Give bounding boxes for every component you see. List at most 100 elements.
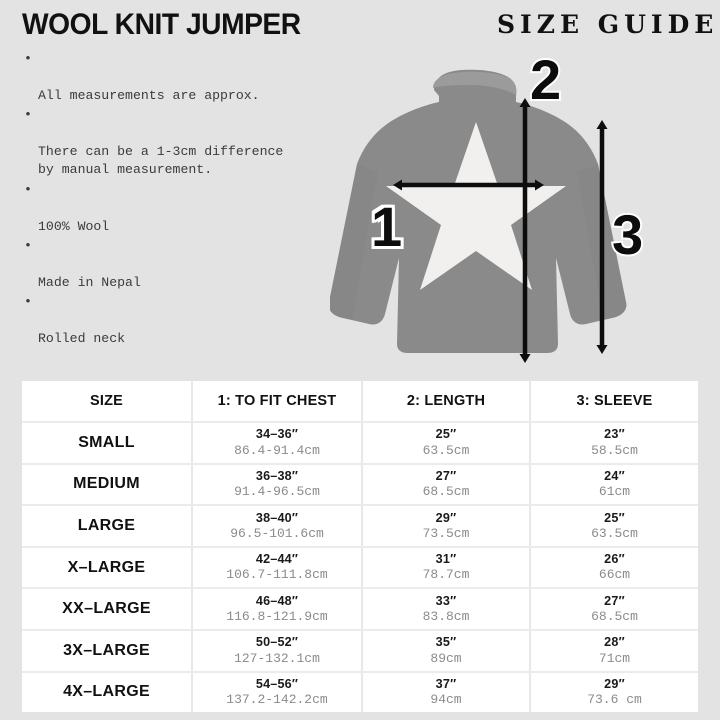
value-cm: 63.5cm: [422, 442, 470, 458]
value-cm: 94cm: [430, 692, 462, 708]
cell-size: SMALL: [22, 422, 193, 465]
cell-size: X–LARGE: [22, 546, 193, 590]
cell-length: 37″ 94cm: [362, 671, 531, 713]
cell-length: 31″ 78.7cm: [362, 546, 531, 590]
dimension-label-length: 2: [528, 48, 563, 111]
value-cm: 86.4-91.4cm: [234, 442, 320, 458]
cell-length: 25″ 63.5cm: [362, 422, 531, 465]
cell-sleeve: 24″ 61cm: [530, 463, 698, 507]
value-inch: 31″: [435, 552, 457, 567]
value-inch: 25″: [604, 510, 625, 525]
page-title: WOOL KNIT JUMPER: [22, 8, 301, 41]
value-inch: 36–38″: [255, 468, 299, 483]
value-cm: 106.7-111.8cm: [226, 567, 328, 583]
value-inch: 42–44″: [255, 552, 299, 567]
value-inch: 35″: [435, 635, 457, 650]
bullet-icon: •: [24, 181, 32, 197]
value-cm: 58.5cm: [591, 442, 638, 458]
product-info-block: WOOL KNIT JUMPER • All measurements are …: [22, 8, 352, 350]
size-chart-table: SIZE 1: TO FIT CHEST 2: LENGTH 3: SLEEVE…: [22, 381, 698, 713]
list-item-label: Rolled neck: [38, 331, 126, 347]
jumper-diagram: 1 2 3: [330, 48, 690, 372]
column-header-chest: 1: TO FIT CHEST: [192, 381, 363, 423]
cell-size: 3X–LARGE: [22, 629, 193, 673]
value-inch: 33″: [435, 593, 457, 608]
value-cm: 78.7cm: [422, 567, 470, 583]
cell-chest: 50–52″ 127-132.1cm: [192, 629, 363, 673]
value-cm: 83.8cm: [422, 608, 470, 624]
table-row: 4X–LARGE 54–56″ 137.2-142.2cm 37″ 94cm 2…: [22, 671, 698, 713]
table-row: X–LARGE 42–44″ 106.7-111.8cm 31″ 78.7cm …: [22, 546, 698, 590]
list-item: • Made in Nepal: [22, 237, 352, 292]
list-item: • All measurements are approx.: [22, 50, 352, 105]
cell-sleeve: 27″ 68.5cm: [530, 588, 698, 631]
header-section: WOOL KNIT JUMPER • All measurements are …: [22, 8, 719, 372]
table-row: 3X–LARGE 50–52″ 127-132.1cm 35″ 89cm 28″…: [22, 629, 698, 673]
value-inch: 25″: [435, 427, 457, 442]
value-inch: 46–48″: [255, 593, 299, 608]
value-cm: 68.5cm: [422, 484, 470, 500]
cell-sleeve: 26″ 66cm: [530, 546, 698, 590]
bullet-icon: •: [24, 294, 32, 310]
cell-size: 4X–LARGE: [22, 671, 193, 713]
value-inch: 26″: [604, 552, 625, 567]
value-cm: 91.4-96.5cm: [234, 484, 320, 500]
value-inch: 28″: [604, 635, 625, 650]
value-inch: 29″: [604, 676, 625, 691]
table-row: LARGE 38–40″ 96.5-101.6cm 29″ 73.5cm 25″…: [22, 505, 698, 548]
column-header-length: 2: LENGTH: [362, 381, 531, 423]
cell-chest: 38–40″ 96.5-101.6cm: [192, 505, 363, 548]
value-inch: 24″: [604, 468, 625, 483]
bullet-icon: •: [24, 51, 32, 66]
value-cm: 96.5-101.6cm: [230, 525, 324, 541]
list-item-label: All measurements are approx.: [38, 87, 260, 103]
value-inch: 34–36″: [255, 427, 299, 442]
dimension-label-chest: 1: [369, 195, 404, 258]
value-inch: 27″: [435, 468, 457, 483]
jumper-illustration-svg: [330, 69, 627, 363]
cell-size: LARGE: [22, 505, 193, 548]
list-item: • Rolled neck: [22, 293, 352, 348]
value-inch: 54–56″: [255, 676, 299, 691]
value-inch: 29″: [435, 510, 457, 525]
cell-sleeve: 25″ 63.5cm: [530, 505, 698, 548]
table-row: XX–LARGE 46–48″ 116.8-121.9cm 33″ 83.8cm…: [22, 588, 698, 631]
list-item: • There can be a 1-3cm difference by man…: [22, 106, 352, 180]
cell-chest: 42–44″ 106.7-111.8cm: [192, 546, 363, 590]
bullet-icon: •: [24, 238, 32, 254]
value-cm: 63.5cm: [591, 525, 638, 541]
cell-length: 33″ 83.8cm: [362, 588, 531, 631]
list-item-label: There can be a 1-3cm difference by manua…: [38, 144, 284, 178]
cell-chest: 46–48″ 116.8-121.9cm: [192, 588, 363, 631]
value-cm: 73.5cm: [422, 525, 470, 541]
list-item: • 100% Wool: [22, 181, 352, 236]
value-inch: 37″: [435, 676, 457, 691]
value-inch: 38–40″: [255, 510, 299, 525]
cell-chest: 54–56″ 137.2-142.2cm: [192, 671, 363, 713]
list-item-label: Made in Nepal: [38, 274, 141, 290]
value-cm: 73.6 cm: [587, 692, 642, 708]
value-cm: 71cm: [598, 650, 631, 666]
cell-length: 27″ 68.5cm: [362, 463, 531, 507]
value-cm: 127-132.1cm: [234, 650, 320, 666]
list-item-label: 100% Wool: [38, 218, 110, 234]
value-inch: 50–52″: [255, 635, 299, 650]
value-cm: 61cm: [598, 484, 631, 500]
value-inch: 23″: [604, 427, 625, 442]
cell-size: XX–LARGE: [22, 588, 193, 631]
dimension-label-sleeve: 3: [610, 203, 645, 266]
value-cm: 116.8-121.9cm: [226, 608, 328, 624]
table-row: MEDIUM 36–38″ 91.4-96.5cm 27″ 68.5cm 24″…: [22, 463, 698, 507]
table-row: SMALL 34–36″ 86.4-91.4cm 25″ 63.5cm 23″ …: [22, 422, 698, 465]
bullet-icon: •: [24, 107, 32, 123]
product-details-list: • All measurements are approx. • There c…: [22, 50, 352, 349]
size-guide-heading: SIZE GUIDE: [497, 10, 719, 39]
cell-length: 35″ 89cm: [362, 629, 531, 673]
value-cm: 66cm: [598, 567, 631, 583]
star-motif: [386, 122, 566, 290]
cell-chest: 34–36″ 86.4-91.4cm: [192, 422, 363, 465]
cell-sleeve: 28″ 71cm: [530, 629, 698, 673]
value-inch: 27″: [604, 593, 625, 608]
column-header-sleeve: 3: SLEEVE: [530, 381, 698, 423]
value-cm: 68.5cm: [591, 608, 638, 624]
